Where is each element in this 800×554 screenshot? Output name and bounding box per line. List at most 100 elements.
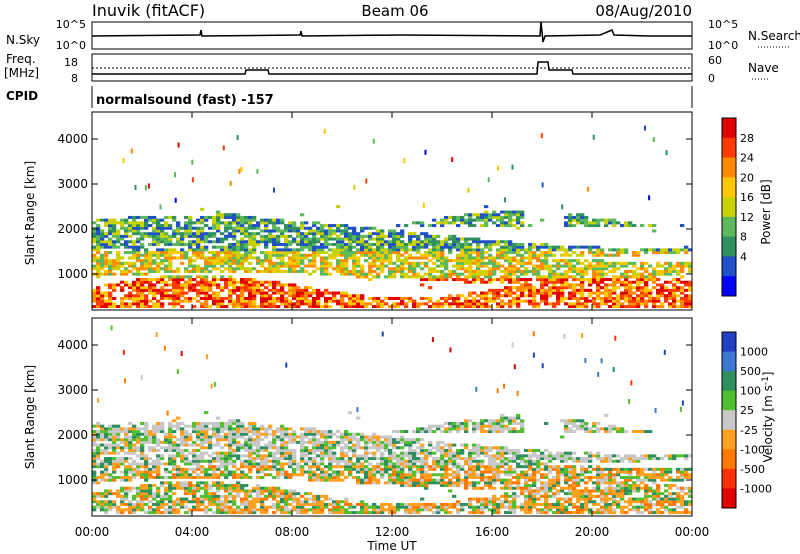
heatmap-cell [264, 302, 269, 306]
heatmap-cell [200, 508, 205, 512]
nsky-label: N.Sky [6, 33, 40, 47]
heatmap-cell [448, 502, 453, 506]
heatmap-cell [328, 448, 333, 452]
heatmap-cell [248, 430, 253, 434]
heatmap-cell [636, 296, 641, 300]
heatmap-cell [248, 427, 253, 431]
heatmap-cell [596, 278, 601, 282]
heatmap-cell [376, 248, 381, 252]
heatmap-cell [356, 272, 361, 276]
heatmap-cell [236, 296, 241, 300]
heatmap-cell [248, 305, 253, 309]
heatmap-cell [656, 288, 661, 292]
heatmap-cell [452, 215, 457, 219]
heatmap-cell [432, 275, 437, 279]
heatmap-cell [140, 502, 145, 506]
heatmap-cell [408, 242, 413, 246]
heatmap-cell [416, 305, 421, 309]
heatmap-cell [176, 224, 181, 228]
heatmap-cell [548, 253, 553, 257]
heatmap-cell [292, 302, 297, 306]
heatmap-cell [380, 248, 385, 252]
heatmap-cell [392, 240, 397, 244]
heatmap-cell [268, 251, 273, 255]
heatmap-cell [120, 427, 125, 431]
heatmap-cell [496, 302, 501, 306]
heatmap-cell [264, 448, 269, 452]
heatmap-cell [132, 448, 137, 452]
heatmap-cell [180, 242, 185, 246]
heatmap-cell [596, 221, 601, 225]
heatmap-cell [188, 424, 193, 428]
heatmap-cell [504, 269, 509, 273]
heatmap-cell [400, 505, 405, 509]
heatmap-cell [420, 430, 425, 434]
heatmap-cell [376, 256, 381, 260]
heatmap-cell [304, 451, 309, 455]
heatmap-cell [472, 261, 477, 265]
heatmap-cell [268, 259, 273, 263]
heatmap-cell [296, 296, 301, 300]
heatmap-cell [356, 242, 361, 246]
heatmap-cell [156, 291, 161, 295]
heatmap-cell [196, 443, 201, 447]
heatmap-cell [416, 430, 421, 434]
heatmap-cell [132, 245, 137, 249]
heatmap-cell [652, 275, 657, 279]
heatmap-cell [408, 440, 413, 444]
heatmap-cell [508, 278, 513, 282]
heatmap-cell [436, 221, 441, 225]
heatmap-cell [432, 481, 437, 485]
heatmap-cell [520, 291, 525, 295]
heatmap-cell [336, 435, 341, 439]
heatmap-cell [188, 275, 193, 279]
heatmap-cell [172, 288, 177, 292]
heatmap-cell [404, 302, 409, 306]
heatmap-cell [544, 283, 549, 287]
heatmap-cell [528, 299, 533, 303]
heatmap-cell [196, 489, 201, 493]
heatmap-cell [616, 299, 621, 303]
heatmap-cell [496, 296, 501, 300]
heatmap-cell [668, 248, 673, 252]
colorbar-swatch [722, 216, 736, 238]
heatmap-cell [508, 218, 513, 222]
heatmap-cell [152, 427, 157, 431]
heatmap-cell [396, 264, 401, 268]
heatmap-cell [116, 251, 121, 255]
heatmap-cell [188, 224, 193, 228]
heatmap-cell [544, 278, 549, 282]
heatmap-cell [440, 484, 445, 488]
heatmap-cell [244, 440, 249, 444]
heatmap-cell [432, 478, 437, 482]
heatmap-cell [200, 497, 205, 501]
heatmap-cell [408, 299, 413, 303]
heatmap-cell [520, 283, 525, 287]
heatmap-cell [100, 443, 105, 447]
heatmap-cell [580, 283, 585, 287]
heatmap-cell [560, 294, 565, 298]
heatmap-cell [208, 467, 213, 471]
heatmap-cell [372, 502, 377, 506]
heatmap-cell [540, 294, 545, 298]
heatmap-cell [288, 475, 293, 479]
heatmap-cell [296, 302, 301, 306]
heatmap-cell [288, 511, 293, 515]
heatmap-cell [356, 275, 361, 279]
heatmap-cell [596, 259, 601, 263]
colorbar-swatch [722, 177, 736, 198]
heatmap-cell [392, 430, 397, 434]
heatmap-cell [656, 248, 661, 252]
heatmap-cell [616, 221, 621, 225]
heatmap-cell [652, 269, 657, 273]
heatmap-cell [224, 497, 229, 501]
heatmap-cell [356, 296, 361, 300]
heatmap-cell [500, 299, 505, 303]
heatmap-cell [124, 430, 129, 434]
heatmap-cell [188, 256, 193, 260]
heatmap-cell [216, 286, 221, 290]
heatmap-cell [112, 492, 117, 496]
heatmap-cell [252, 226, 257, 230]
heatmap-cell [480, 296, 485, 300]
heatmap-cell [112, 229, 117, 233]
